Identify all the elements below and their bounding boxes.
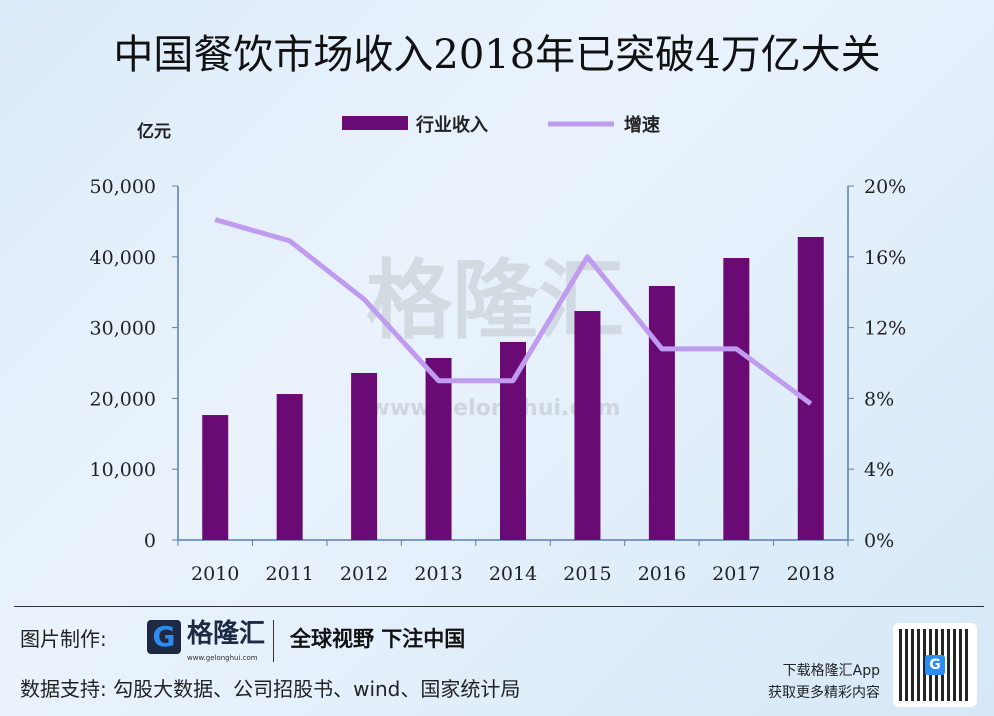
x-tick-label: 2012	[340, 563, 388, 585]
y-tick-label: 10,000	[90, 459, 156, 481]
x-tick-label: 2011	[265, 563, 313, 585]
qr-code[interactable]: G	[893, 623, 977, 707]
bar	[797, 236, 824, 540]
credit-label: 图片制作:	[20, 627, 107, 651]
bar	[276, 394, 303, 540]
legend-swatch-revenue	[342, 116, 408, 130]
y-tick-label: 20,000	[90, 388, 156, 410]
y2-tick-label: 12%	[864, 318, 906, 340]
bar	[202, 415, 229, 540]
bar	[351, 372, 378, 540]
slogan: 全球视野 下注中国	[290, 627, 466, 651]
y2-tick-label: 16%	[864, 247, 906, 269]
bar	[425, 357, 452, 540]
y-tick-label: 40,000	[90, 247, 156, 269]
y-tick-label: 0	[144, 530, 156, 552]
chart: 格隆汇www.gelonghui.com010,00020,00030,0004…	[90, 114, 907, 585]
x-tick-label: 2014	[489, 563, 537, 585]
y-tick-label: 50,000	[90, 176, 156, 198]
x-tick-label: 2016	[638, 563, 686, 585]
x-tick-label: 2015	[563, 563, 611, 585]
y2-tick-label: 20%	[864, 176, 906, 198]
logo-icon: G	[147, 620, 181, 654]
qr-pattern	[899, 629, 971, 701]
y-axis-label: 亿元	[137, 121, 171, 142]
logo-url: www.gelonghui.com	[187, 654, 258, 662]
bar	[648, 285, 675, 540]
x-tick-label: 2010	[191, 563, 239, 585]
y-tick-label: 30,000	[90, 318, 156, 340]
divider	[14, 606, 984, 607]
y2-tick-label: 4%	[864, 459, 894, 481]
legend-label-revenue: 行业收入	[415, 114, 488, 136]
y2-tick-label: 8%	[864, 388, 894, 410]
qr-logo-icon: G	[925, 655, 945, 675]
x-tick-label: 2018	[787, 563, 835, 585]
x-tick-label: 2013	[414, 563, 462, 585]
app-line-1: 下载格隆汇App	[782, 663, 880, 679]
bar	[723, 258, 750, 540]
bar	[574, 311, 601, 540]
data-source: 数据支持: 勾股大数据、公司招股书、wind、国家统计局	[20, 677, 521, 701]
logo-text: 格隆汇	[187, 619, 266, 649]
divider	[273, 620, 274, 662]
legend-label-growth: 增速	[624, 114, 660, 136]
chart-title: 中国餐饮市场收入2018年已突破4万亿大关	[113, 32, 881, 78]
x-tick-label: 2017	[712, 563, 760, 585]
bar	[500, 341, 526, 540]
app-line-2: 获取更多精彩内容	[768, 685, 880, 701]
logo: G 格隆汇 www.gelonghui.com	[147, 618, 267, 666]
y2-tick-label: 0%	[864, 530, 894, 552]
app-promo: 下载格隆汇App 获取更多精彩内容	[740, 660, 880, 704]
